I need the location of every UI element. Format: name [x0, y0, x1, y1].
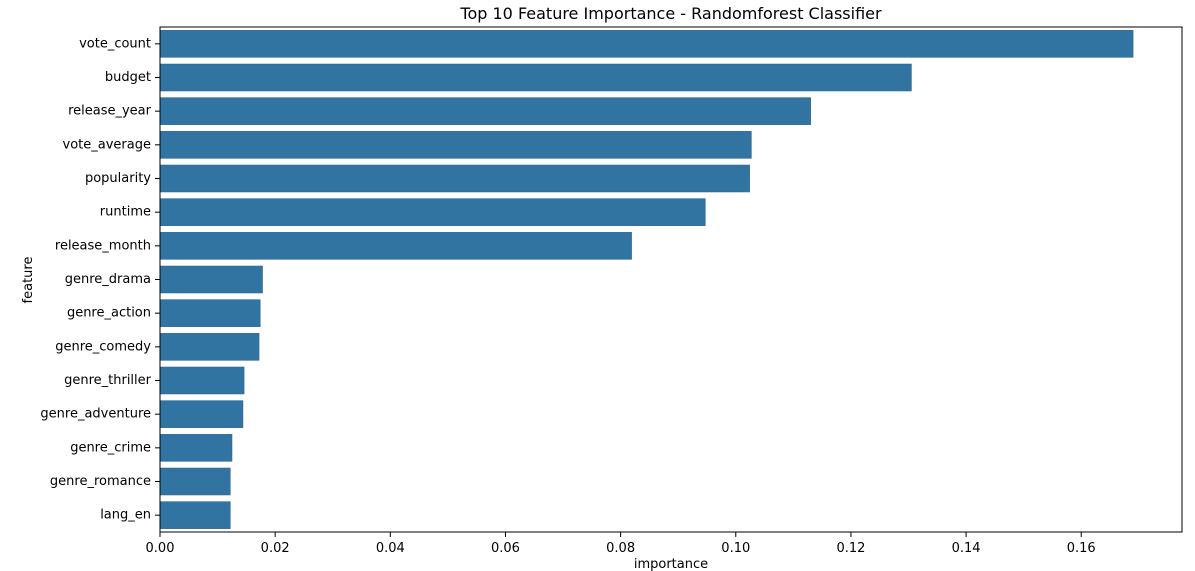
x-tick-label: 0.14: [952, 541, 981, 556]
bar-budget: [159, 63, 912, 92]
y-tick-label: genre_crime: [70, 440, 151, 455]
bar-release-year: [159, 97, 811, 125]
x-axis-ticks: 0.00 0.02 0.04 0.06 0.08 0.10 0.12 0.14 0.16: [146, 532, 1096, 556]
bar-genre-drama: [159, 265, 263, 294]
x-tick-label: 0.00: [146, 541, 175, 556]
x-tick-label: 0.08: [606, 541, 635, 556]
x-axis-label: importance: [634, 557, 708, 571]
bars-group: [159, 30, 1134, 529]
y-tick-label: runtime: [100, 205, 151, 220]
y-tick-label: lang_en: [100, 508, 151, 523]
bar-genre-romance: [159, 467, 231, 496]
y-tick-label: genre_adventure: [40, 407, 151, 422]
x-tick-label: 0.10: [721, 541, 750, 556]
bar-vote-average: [159, 131, 752, 159]
y-tick-label: genre_romance: [50, 474, 151, 489]
bar-popularity: [159, 164, 750, 193]
bar-runtime: [159, 198, 706, 226]
x-tick-label: 0.16: [1067, 541, 1096, 556]
bar-genre-adventure: [159, 400, 244, 428]
y-tick-label: vote_count: [79, 36, 151, 51]
plot-frame: [159, 26, 1183, 533]
bar-lang-en: [159, 501, 231, 529]
x-tick-label: 0.02: [261, 541, 290, 556]
bar-release-month: [159, 232, 632, 260]
y-tick-label: genre_comedy: [55, 339, 151, 354]
y-tick-label: release_month: [55, 238, 151, 253]
y-tick-label: release_year: [68, 104, 152, 119]
bar-vote-count: [159, 30, 1134, 58]
x-tick-label: 0.12: [836, 541, 865, 556]
y-axis-label: feature: [21, 257, 36, 304]
bar-genre-crime: [159, 434, 233, 462]
y-tick-label: genre_thriller: [64, 373, 152, 388]
x-tick-label: 0.06: [491, 541, 520, 556]
y-tick-label: budget: [105, 70, 151, 85]
y-tick-label: popularity: [85, 171, 151, 186]
bar-genre-comedy: [159, 333, 260, 361]
bar-genre-action: [159, 299, 261, 327]
y-tick-label: genre_action: [67, 306, 151, 321]
y-tick-label: genre_drama: [65, 272, 151, 287]
x-tick-label: 0.04: [376, 541, 405, 556]
y-tick-label: vote_average: [63, 137, 151, 152]
chart-title: Top 10 Feature Importance - Randomforest…: [459, 4, 882, 23]
bar-genre-thriller: [159, 366, 245, 395]
